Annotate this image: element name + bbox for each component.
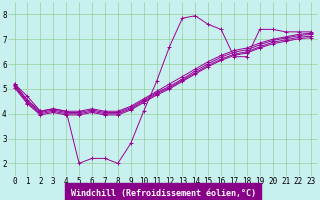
X-axis label: Windchill (Refroidissement éolien,°C): Windchill (Refroidissement éolien,°C): [70, 189, 255, 198]
